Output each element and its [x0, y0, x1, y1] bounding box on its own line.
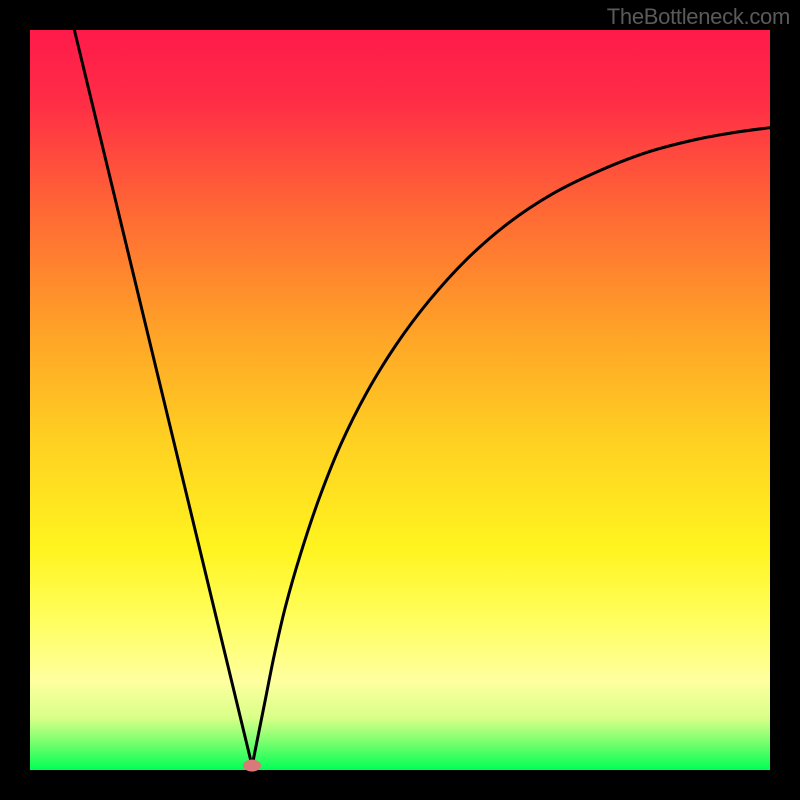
- watermark: TheBottleneck.com: [607, 4, 790, 30]
- chart-container: TheBottleneck.com: [0, 0, 800, 800]
- plot-gradient: [30, 30, 770, 770]
- curve-min-marker: [243, 760, 261, 772]
- chart-svg: [0, 0, 800, 800]
